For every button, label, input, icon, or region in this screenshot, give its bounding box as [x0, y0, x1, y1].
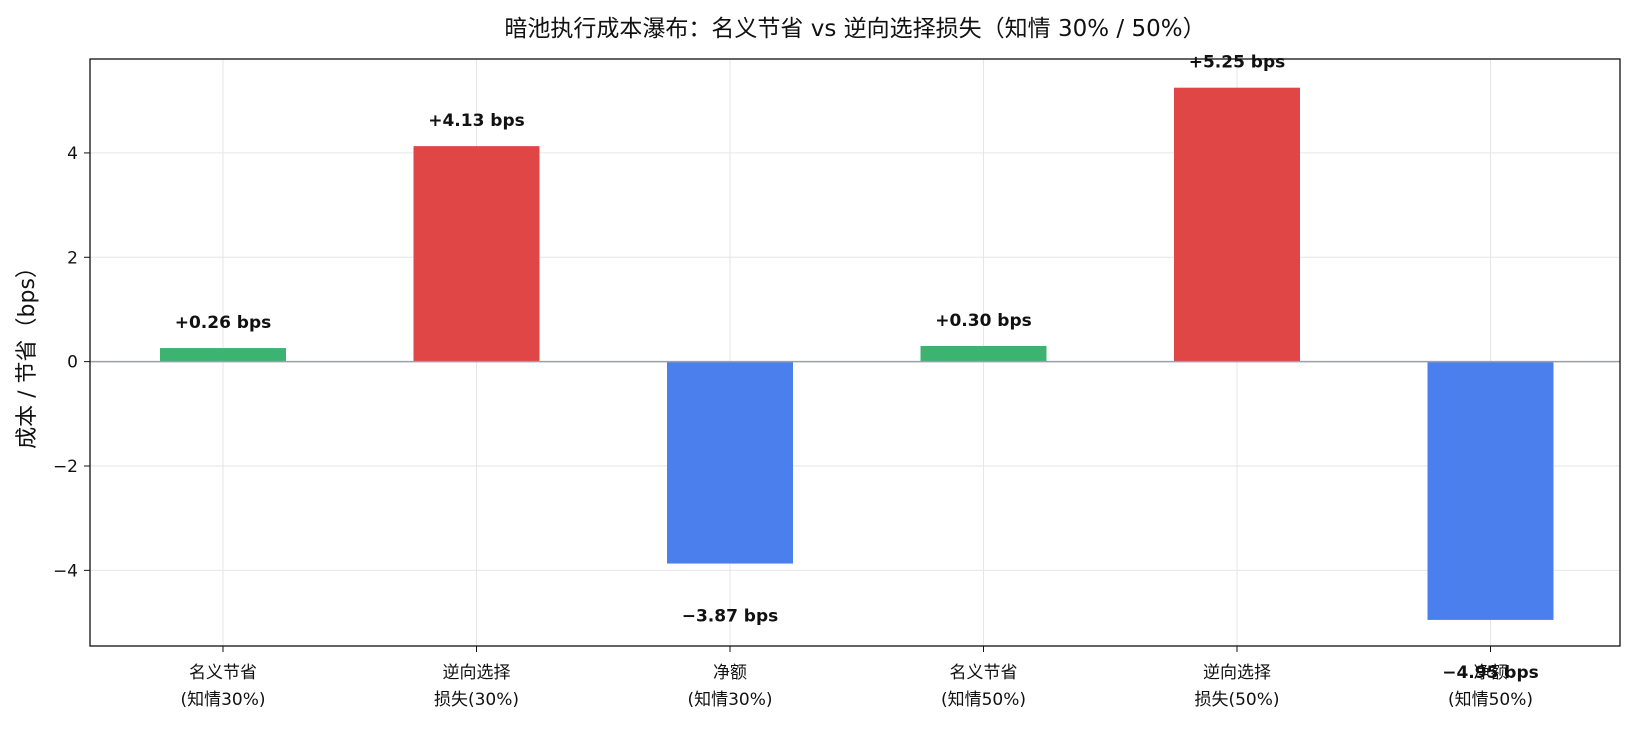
x-tick-label: 净额(知情50%) — [1448, 663, 1533, 710]
y-tick-label: 0 — [67, 353, 78, 373]
x-tick-label: 逆向选择损失(30%) — [434, 663, 519, 710]
value-label: −4.95 bps — [1442, 663, 1539, 683]
y-tick-label: 4 — [67, 144, 78, 164]
value-label: −3.87 bps — [682, 607, 779, 627]
y-tick-label: −4 — [53, 561, 78, 581]
x-tick-label: 逆向选择损失(50%) — [1194, 663, 1279, 710]
bar — [667, 361, 793, 564]
bar — [160, 348, 286, 362]
bar — [1427, 361, 1554, 620]
x-tick-label: 名义节省(知情30%) — [180, 663, 265, 710]
y-axis: −4 −2 0 2 4 — [53, 144, 90, 581]
y-tick-label: −2 — [53, 457, 78, 477]
value-label: +0.30 bps — [935, 311, 1032, 331]
value-labels: +0.26 bps +4.13 bps −3.87 bps +0.30 bps +5.2… — [175, 53, 1539, 683]
value-label: +0.26 bps — [175, 313, 272, 333]
chart-title: 暗池执行成本瀑布：名义节省 vs 逆向选择损失（知情 30% / 50%） — [504, 16, 1205, 42]
grid — [90, 59, 1620, 646]
value-label: +5.25 bps — [1189, 53, 1286, 73]
y-axis-label: 成本 / 节省（bps） — [15, 256, 40, 449]
bars — [160, 87, 1554, 620]
bar — [1174, 87, 1300, 362]
bar — [920, 345, 1047, 362]
x-tick-label: 名义节省(知情50%) — [941, 663, 1026, 710]
value-label: +4.13 bps — [428, 111, 525, 131]
plot-frame — [89, 58, 1621, 647]
x-tick-label: 净额(知情30%) — [687, 663, 772, 710]
x-axis: 名义节省(知情30%) 逆向选择损失(30%) 净额(知情30%) 名义节省(知情50… — [180, 646, 1533, 710]
bar — [413, 146, 540, 362]
y-tick-label: 2 — [67, 248, 78, 268]
